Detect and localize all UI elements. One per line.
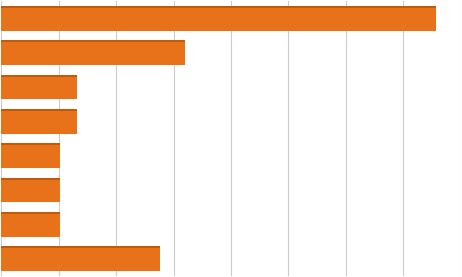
Bar xyxy=(1,109,77,134)
Bar xyxy=(1,246,160,248)
Bar xyxy=(1,143,60,145)
Bar xyxy=(1,178,60,179)
Bar xyxy=(1,40,185,65)
Bar xyxy=(1,6,436,31)
Bar xyxy=(1,178,60,202)
Bar xyxy=(1,246,160,271)
Bar xyxy=(1,75,77,77)
Bar xyxy=(1,6,436,8)
Bar xyxy=(1,212,60,237)
Bar xyxy=(1,109,77,111)
Bar xyxy=(1,212,60,214)
Bar xyxy=(1,40,185,42)
Bar xyxy=(1,75,77,99)
Bar xyxy=(1,143,60,168)
